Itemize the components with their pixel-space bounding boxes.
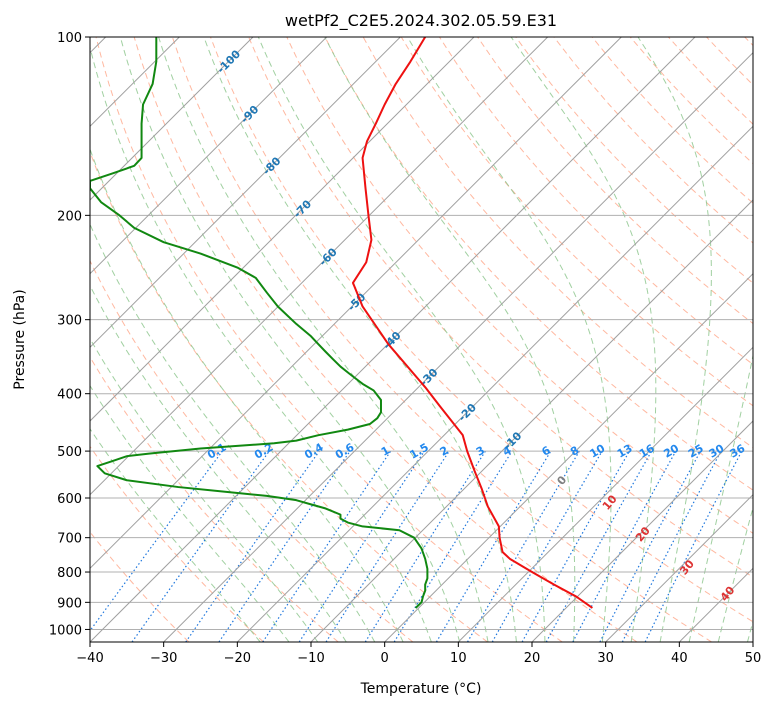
isotherm-line (384, 272, 753, 642)
isotherm-line (531, 420, 753, 642)
x-tick-label: 40 (671, 651, 688, 666)
isotherm-line (457, 346, 753, 642)
moist-adiabat-line (717, 505, 753, 642)
x-tick-label: 30 (597, 651, 614, 666)
dry-adiabat-line (90, 445, 264, 642)
moist-adiabat-line (90, 284, 347, 642)
y-tick-label: 500 (57, 445, 82, 460)
x-tick-label: −30 (150, 651, 177, 666)
moist-adiabat-line (90, 45, 432, 642)
isotherm-line (310, 199, 753, 642)
y-tick-label: 800 (57, 566, 82, 581)
mixing-ratio-line (185, 450, 320, 642)
mixing-ratio-line (572, 450, 677, 642)
isotherm-line (236, 125, 753, 642)
profile-traces (90, 37, 593, 609)
moist-adiabat-line (158, 37, 489, 642)
mixing-ratio-line (325, 450, 450, 642)
x-tick-label: −40 (76, 651, 103, 666)
dry-adiabat-line (133, 37, 638, 642)
y-axis: 100 200 300 400 500 600 700 800 900 1000 (49, 31, 90, 638)
dry-adiabat-line (286, 37, 753, 534)
x-tick-label: −20 (224, 651, 251, 666)
y-tick-label: 300 (57, 314, 82, 329)
plot-frame (89, 36, 754, 643)
dry-adiabat-line (171, 37, 712, 642)
y-tick-label: 900 (57, 596, 82, 611)
moist-adiabat-line (90, 427, 261, 642)
moist-adiabat-line (407, 37, 612, 642)
isotherm-line (90, 37, 549, 496)
dry-adiabat-line (95, 37, 563, 642)
isotherm-line (605, 493, 753, 642)
isotherm-line (90, 37, 622, 570)
moist-adiabat-line (257, 37, 546, 642)
moist-adiabat-line (119, 37, 461, 642)
grid-lines (90, 37, 753, 630)
isotherm-line (163, 51, 753, 642)
y-tick-label: 100 (57, 31, 82, 46)
x-tick-label: 20 (524, 651, 541, 666)
x-axis: −40 −30 −20 −10 0 10 20 30 40 50 (76, 642, 761, 666)
dry-adiabats (90, 37, 753, 642)
temperature-trace (351, 37, 593, 609)
moist-adiabat-line (510, 37, 657, 642)
y-axis-label: Pressure (hPa) (12, 289, 28, 389)
mixing-ratio-line (131, 450, 270, 642)
dewpoint-trace (90, 37, 429, 609)
moist-adiabats (90, 37, 753, 642)
isotherm-line (90, 37, 254, 201)
mixing-ratio-line (545, 450, 653, 642)
moist-adiabat-line (90, 384, 290, 642)
dry-adiabat-line (515, 37, 753, 284)
x-tick-label: 0 (381, 651, 389, 666)
x-tick-label: 50 (745, 651, 762, 666)
dry-adiabat-line (324, 37, 753, 491)
dry-adiabat-line (90, 356, 339, 642)
isotherms (90, 37, 753, 642)
y-tick-label: 1000 (49, 623, 82, 638)
isotherm-line (90, 37, 328, 275)
y-tick-label: 700 (57, 532, 82, 547)
plot-area: 0.1 0.2 0.4 0.6 1 1.5 2 3 4 6 8 10 13 16 20 25 30 36-100-… (90, 37, 753, 642)
mixing-ratio-line (393, 450, 513, 642)
y-tick-label: 400 (57, 388, 82, 403)
mixing-ratio-line (90, 450, 223, 632)
moist-adiabat-line (90, 337, 319, 642)
moist-adiabat-line (637, 37, 712, 642)
mixing-ratio-line (644, 450, 743, 642)
dry-adiabat-line (210, 37, 753, 623)
chart-title: wetPf2_C2E5.2024.302.05.59.E31 (285, 11, 557, 31)
mixing-ratio-line (262, 450, 392, 642)
mixing-ratio-line (521, 450, 631, 642)
x-axis-label: Temperature (°C) (360, 681, 482, 697)
dry-adiabat-line (248, 37, 753, 578)
y-tick-label: 200 (57, 209, 82, 224)
isotherm-line (90, 37, 475, 422)
moist-adiabat-line (688, 353, 753, 642)
moist-adiabat-line (203, 37, 517, 642)
mixing-ratio-line (298, 450, 425, 642)
x-tick-label: 10 (450, 651, 467, 666)
isotherm-line (90, 37, 401, 349)
isotherm-line (90, 37, 696, 642)
mixing-ratio-line (218, 450, 351, 642)
x-tick-label: −10 (297, 651, 324, 666)
moist-adiabat-line (90, 223, 376, 642)
moist-adiabat-line (90, 147, 404, 642)
mixing-ratio-lines (90, 450, 743, 642)
dry-adiabat-line (90, 259, 414, 642)
y-tick-label: 600 (57, 492, 82, 507)
